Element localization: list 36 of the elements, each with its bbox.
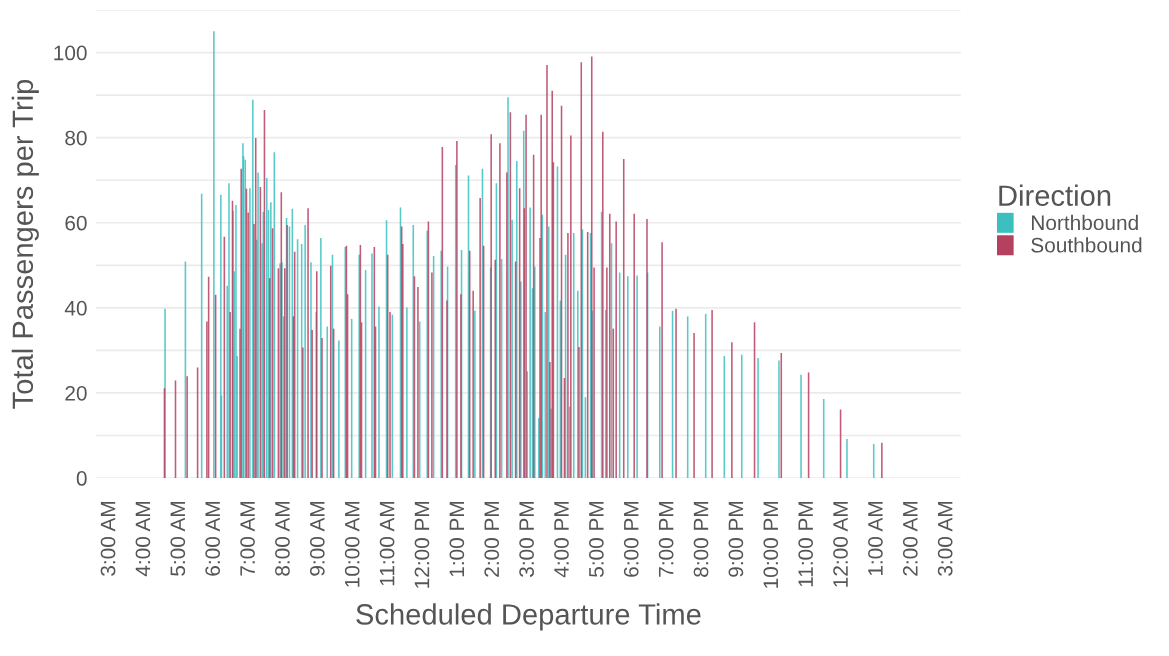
y-tick-label: 40 [64,300,87,316]
x-tick-label: 11:00 AM [379,501,395,586]
x-tick-label: 7:00 AM [240,501,255,576]
x-axis-title: Scheduled Departure Time [356,603,701,631]
x-tick-label: 9:00 AM [309,501,325,576]
x-tick-label: 1:00 AM [868,501,883,576]
legend-label: Northbound [1032,214,1138,231]
x-tick-label: 6:00 PM [623,501,639,577]
x-tick-label: 11:00 PM [798,501,814,587]
x-tick-label: 2:00 PM [484,501,500,577]
y-tick-label: 100 [54,45,87,61]
y-axis-title: Total Passengers per Trip [11,79,39,409]
x-tick-label: 5:00 PM [588,501,604,577]
x-tick-label: 12:00 PM [414,501,430,588]
x-tick-label: 8:00 AM [275,501,290,576]
y-tick-label: 0 [76,471,87,486]
x-tick-label: 1:00 PM [449,501,465,577]
x-tick-label: 2:00 AM [902,501,918,576]
y-tick-label: 80 [65,130,87,146]
x-tick-label: 8:00 PM [693,501,709,577]
x-tick-label: 6:00 AM [205,501,221,576]
x-tick-label: 3:00 PM [519,501,534,578]
legend-label: Southbound [1031,237,1142,253]
x-tick-label: 12:00 AM [833,501,848,587]
x-tick-label: 10:00 AM [344,501,360,587]
x-tick-label: 10:00 PM [763,501,779,588]
y-tick-label: 60 [65,215,87,231]
x-tick-label: 4:00 AM [135,501,151,577]
x-tick-label: 7:00 PM [658,501,674,577]
x-tick-label: 3:00 AM [937,501,953,576]
x-tick-label: 5:00 AM [170,501,186,576]
x-tick-label: 4:00 PM [554,501,569,578]
y-tick-label: 20 [65,385,87,401]
x-tick-label: 3:00 AM [100,501,116,576]
x-tick-label: 9:00 PM [728,501,744,577]
legend-title: Direction [999,184,1111,207]
